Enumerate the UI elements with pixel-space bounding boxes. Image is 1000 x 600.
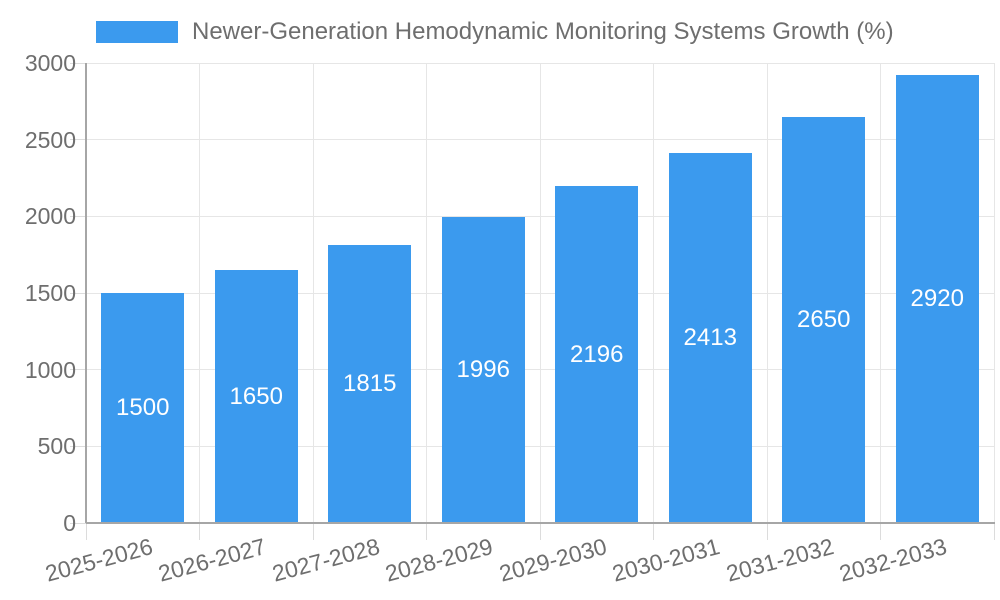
y-axis-tick-mark	[70, 522, 86, 524]
y-axis-tick-label: 2500	[24, 126, 76, 153]
gridline-vertical	[312, 63, 314, 523]
x-axis-tick-label: 2032-2033	[836, 533, 950, 587]
x-axis-line	[86, 522, 995, 524]
gridline-vertical	[199, 63, 200, 523]
y-axis-tick-mark	[70, 369, 86, 371]
y-axis-tick-mark	[70, 445, 86, 447]
y-axis-tick-label: 0	[63, 510, 76, 536]
x-axis-tick-label: 2025-2026	[42, 533, 156, 587]
y-axis-line	[85, 63, 87, 523]
x-axis-tick-mark	[85, 523, 87, 540]
bar-value-label: 2413	[683, 324, 737, 351]
x-axis-tick-mark	[426, 523, 427, 540]
x-axis-tick-label: 2028-2029	[382, 533, 496, 587]
bar-value-label: 2650	[797, 305, 851, 333]
bar[interactable]	[668, 153, 752, 523]
bar[interactable]	[101, 293, 185, 523]
bar-value-label: 2920	[910, 285, 964, 313]
gridline-vertical	[426, 63, 427, 523]
x-axis-tick-mark	[653, 523, 654, 540]
bar[interactable]	[555, 186, 639, 523]
gridline-vertical	[766, 63, 768, 523]
bar[interactable]	[895, 75, 979, 523]
y-axis-tick-label: 1500	[24, 280, 76, 306]
y-axis-tick-label: 3000	[24, 50, 76, 76]
bar-value-label: 1500	[116, 394, 170, 421]
bar[interactable]	[328, 244, 412, 523]
bar-value-label: 2196	[570, 340, 624, 368]
y-axis-tick-label: 500	[37, 433, 76, 460]
bar[interactable]	[782, 116, 866, 523]
x-axis-tick-label: 2027-2028	[269, 533, 383, 587]
x-axis-tick-mark	[199, 523, 200, 540]
bar[interactable]	[441, 216, 525, 523]
x-axis-tick-mark	[766, 523, 768, 540]
x-axis-tick-label: 2026-2027	[155, 533, 269, 587]
bar-value-label: 1650	[229, 382, 283, 410]
legend-label: Newer-Generation Hemodynamic Monitoring …	[192, 18, 894, 45]
x-axis-tick-label: 2030-2031	[609, 533, 723, 587]
y-axis-tick-mark	[70, 215, 86, 217]
x-axis-tick-mark	[880, 523, 881, 540]
legend-color-swatch	[96, 21, 178, 43]
y-axis-tick-label: 2000	[24, 203, 76, 230]
y-axis-tick-mark	[70, 62, 86, 64]
bar-value-label: 1996	[456, 355, 510, 383]
gridline-vertical	[539, 63, 541, 523]
x-axis-tick-label: 2029-2030	[496, 533, 610, 587]
y-axis-tick-label: 1000	[24, 356, 76, 383]
x-axis-tick-mark	[312, 523, 314, 540]
gridline-vertical	[880, 63, 881, 523]
x-axis-tick-mark	[993, 523, 995, 540]
y-axis-tick-mark	[70, 139, 86, 141]
gridline-vertical	[653, 63, 654, 523]
bar-value-label: 1815	[343, 369, 397, 397]
x-axis-tick-mark	[539, 523, 541, 540]
x-axis-tick-label: 2031-2032	[723, 533, 837, 587]
bar[interactable]	[214, 270, 298, 523]
gridline-vertical	[993, 63, 995, 523]
legend-item[interactable]: Newer-Generation Hemodynamic Monitoring …	[96, 20, 894, 44]
y-axis-tick-mark	[70, 292, 86, 294]
